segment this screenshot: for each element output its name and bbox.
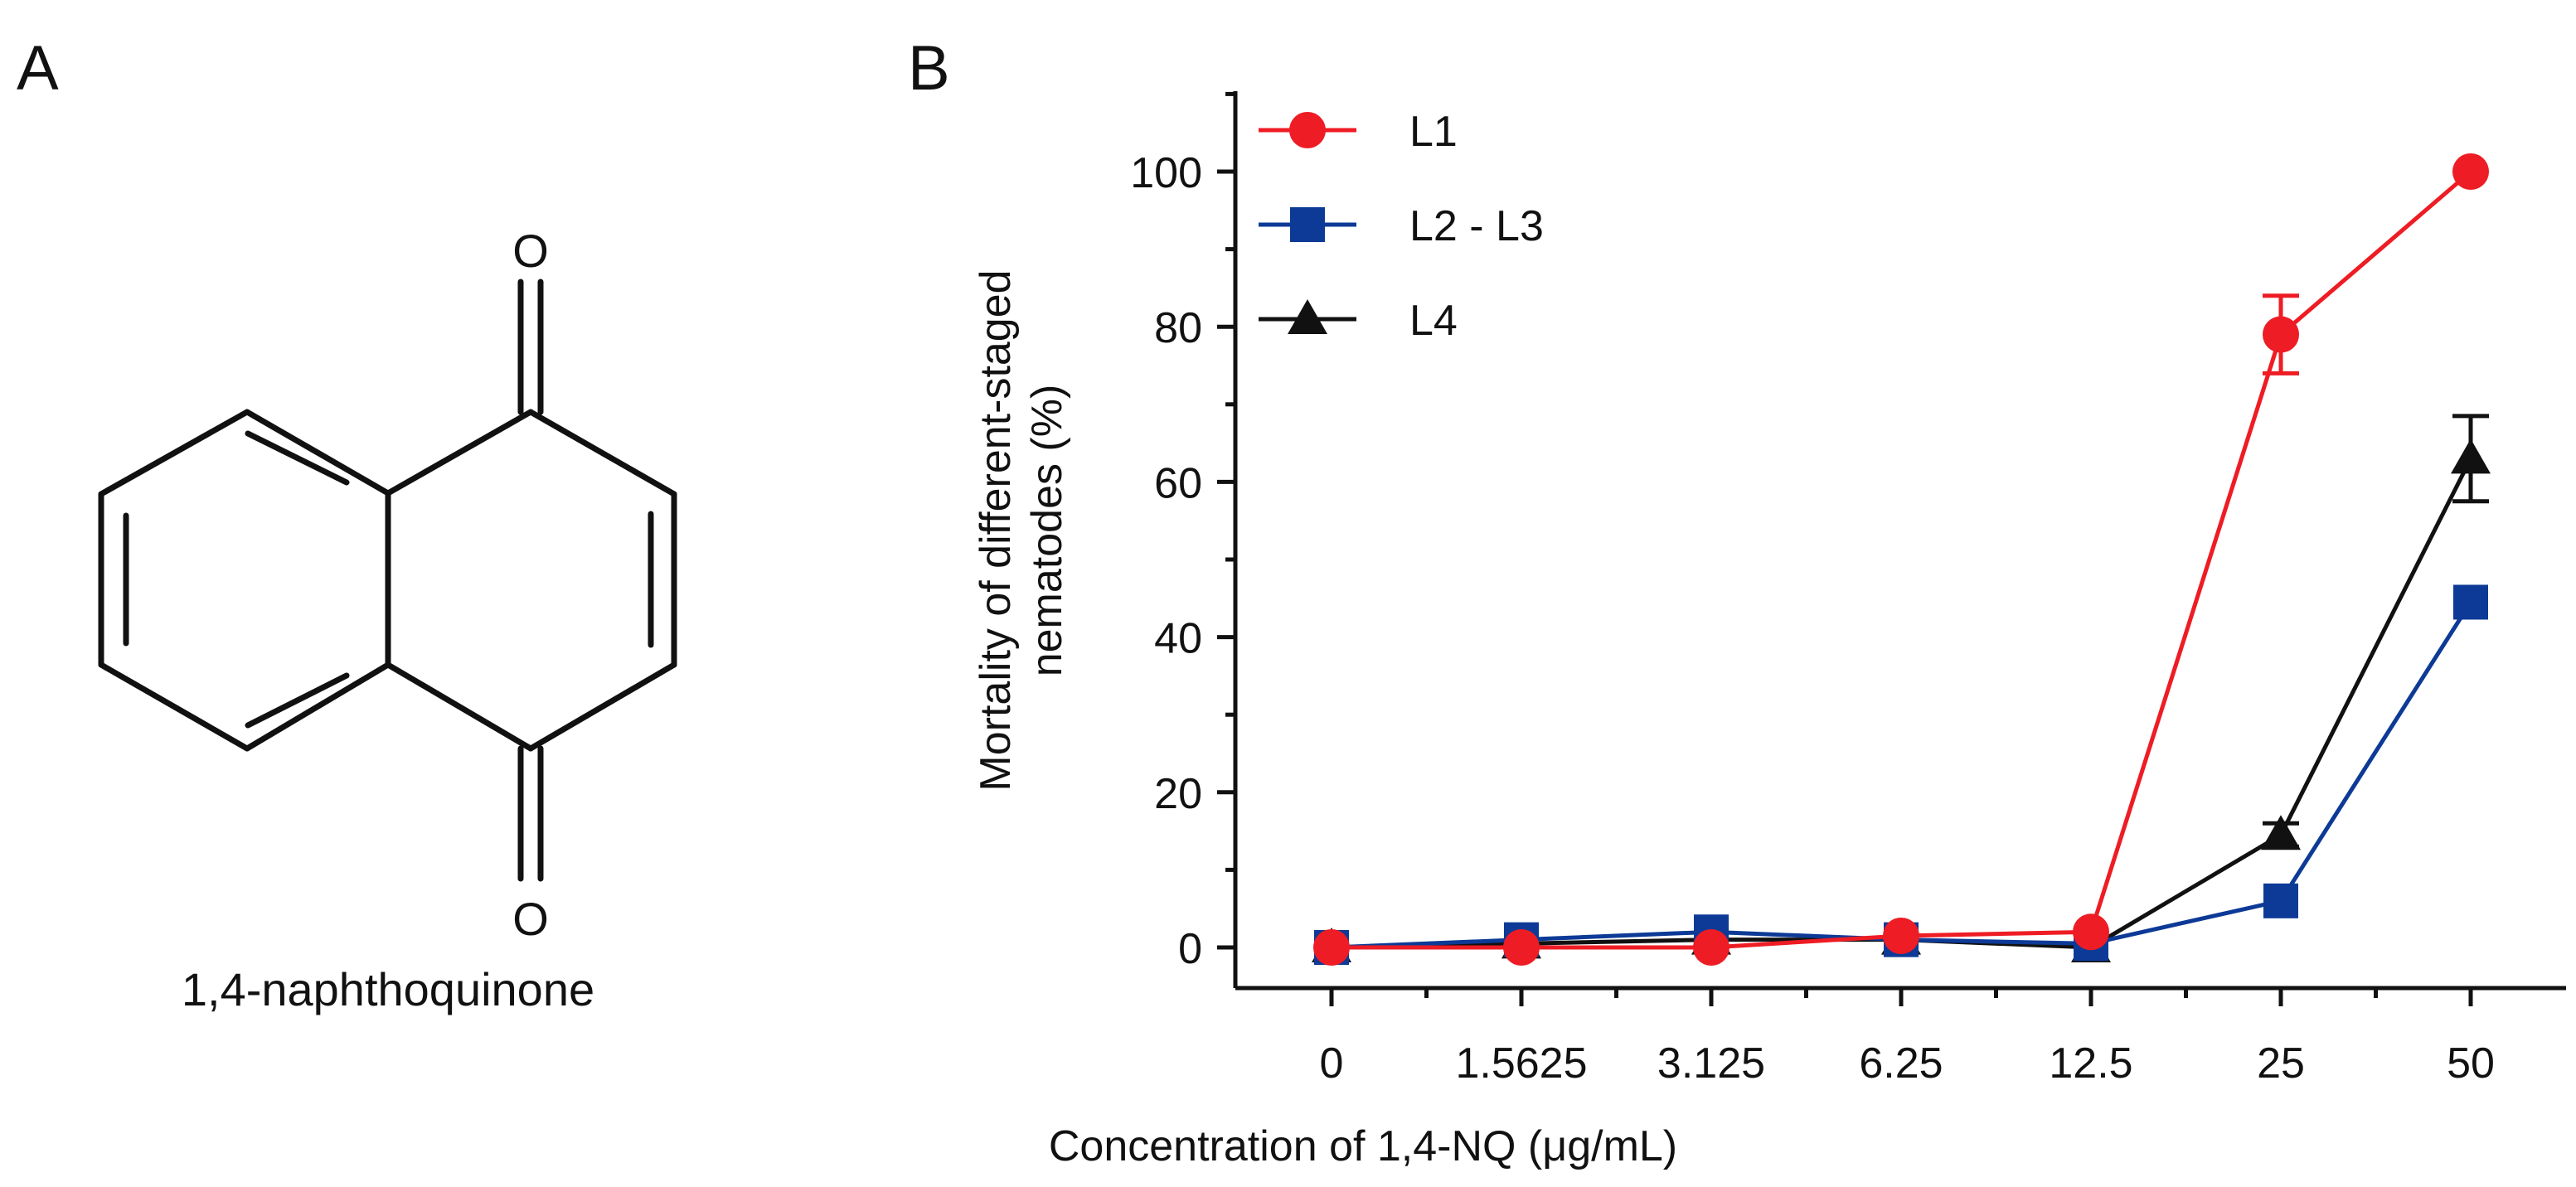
data-point [1313, 929, 1350, 966]
chart-axes [1217, 91, 2566, 1006]
legend-label: L4 [1409, 297, 1458, 345]
molecule-name: 1,4-naphthoquinone [182, 963, 594, 1015]
data-point [2073, 913, 2109, 951]
y-axis-label: Mortality of different-staged nematodes … [972, 269, 1071, 791]
oxygen-atom-top: O [512, 225, 549, 277]
data-point [1883, 917, 1919, 954]
oxygen-atom-bottom: O [512, 893, 549, 945]
y-tick-labels: 0 20 40 60 80 100 [1130, 149, 1202, 973]
naphthoquinone-structure [98, 279, 677, 882]
data-point [2261, 815, 2301, 850]
x-tick-label: 0 [1320, 1039, 1344, 1088]
data-point [2453, 584, 2488, 620]
y-tick-label: 20 [1154, 770, 1202, 818]
panel-b-label: B [908, 33, 950, 104]
x-tick-label: 1.5625 [1455, 1039, 1587, 1088]
x-tick-label: 50 [2447, 1039, 2495, 1088]
legend-label: L2 - L3 [1409, 202, 1544, 250]
y-tick-label: 100 [1130, 149, 1202, 197]
x-tick-label: 12.5 [2049, 1039, 2132, 1088]
series-line [1331, 601, 2473, 950]
series-l4 [1312, 414, 2491, 962]
legend-marker [1288, 299, 1327, 334]
y-tick-label: 0 [1178, 925, 1202, 973]
data-point [2263, 883, 2298, 918]
legend: L1 L2 - L3 L4 [1259, 108, 1544, 345]
y-axis-label-line1: Mortality of different-staged [972, 269, 1020, 791]
data-point [2452, 153, 2489, 190]
data-point [1503, 929, 1540, 966]
x-axis-label: Concentration of 1,4-NQ (μg/mL) [1049, 1122, 1677, 1170]
panel-a-label: A [17, 33, 59, 104]
y-tick-label: 40 [1154, 615, 1202, 663]
series-layer [1312, 153, 2491, 966]
x-tick-label: 3.125 [1657, 1039, 1765, 1088]
x-tick-labels: 0 1.5625 3.125 6.25 12.5 25 50 [1320, 1039, 2495, 1088]
legend-entry: L1 [1259, 108, 1458, 156]
series-line [1332, 170, 2472, 950]
x-tick-label: 25 [2257, 1039, 2305, 1088]
legend-marker [1290, 207, 1325, 242]
legend-entry: L4 [1259, 297, 1458, 345]
y-tick-label: 80 [1154, 304, 1202, 352]
data-point [1693, 929, 1729, 966]
data-point [2263, 316, 2299, 353]
data-point [2451, 438, 2491, 474]
legend-marker [1289, 112, 1326, 148]
legend-label: L1 [1409, 108, 1458, 156]
y-tick-label: 60 [1154, 459, 1202, 507]
series-l1 [1313, 153, 2489, 966]
y-axis-label-line2: nematodes (%) [1023, 385, 1071, 677]
legend-entry: L2 - L3 [1259, 202, 1544, 250]
x-tick-label: 6.25 [1859, 1039, 1943, 1088]
